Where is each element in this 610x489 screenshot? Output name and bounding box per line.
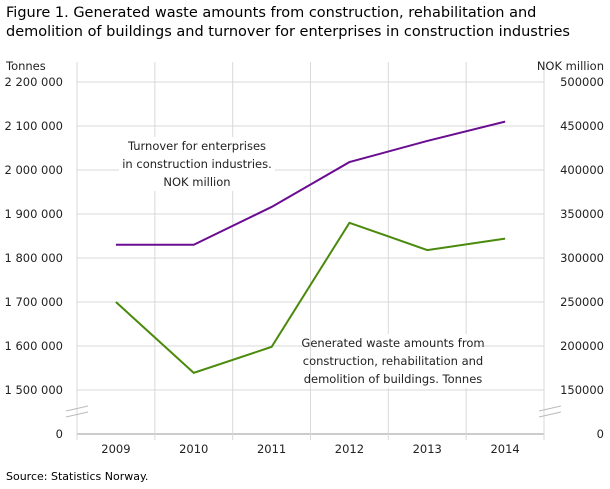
label-background (119, 173, 275, 191)
axis-break-mark (538, 405, 562, 412)
left-tick-label: 0 (56, 427, 63, 441)
series-label: NOK million (163, 175, 230, 189)
right-tick-label: 400000 (560, 163, 604, 177)
x-tick-label: 2011 (257, 442, 286, 456)
label-background (119, 155, 275, 173)
left-tick-label: 2 200 000 (4, 75, 63, 89)
left-tick-label: 2 000 000 (4, 163, 63, 177)
right-axis-label: NOK million (537, 59, 604, 73)
label-background (315, 352, 471, 370)
x-tick-label: 2013 (413, 442, 442, 456)
label-background (119, 137, 275, 155)
right-tick-label: 200000 (560, 339, 604, 353)
series-label: Generated waste amounts from (301, 336, 484, 350)
left-tick-label: 1 700 000 (4, 295, 63, 309)
axis-break-mark (65, 411, 89, 418)
series-line-1 (115, 221, 506, 374)
left-tick-label: 2 100 000 (4, 119, 63, 133)
right-tick-label: 250000 (560, 295, 604, 309)
left-axis-label: Tonnes (5, 59, 46, 73)
right-tick-label: 450000 (560, 119, 604, 133)
series-label: in construction industries. (122, 157, 272, 171)
left-tick-label: 1 600 000 (4, 339, 63, 353)
axis-break-mark (65, 405, 89, 412)
series-label: construction, rehabilitation and (303, 354, 483, 368)
series-label: Turnover for enterprises (127, 139, 266, 153)
source-note: Source: Statistics Norway. (6, 470, 149, 483)
label-background (315, 334, 471, 352)
label-background (315, 370, 471, 388)
x-tick-label: 2012 (335, 442, 364, 456)
x-tick-label: 2014 (490, 442, 519, 456)
right-tick-label: 500000 (560, 75, 604, 89)
x-tick-label: 2010 (179, 442, 208, 456)
series-line-0 (115, 120, 506, 246)
left-tick-label: 1 900 000 (4, 207, 63, 221)
x-tick-label: 2009 (101, 442, 130, 456)
left-tick-label: 1 800 000 (4, 251, 63, 265)
right-tick-label: 150000 (560, 383, 604, 397)
axis-break-mark (538, 411, 562, 418)
chart-title: Figure 1. Generated waste amounts from c… (6, 5, 570, 40)
right-tick-label: 300000 (560, 251, 604, 265)
series-label: demolition of buildings. Tonnes (304, 372, 483, 386)
right-tick-label: 0 (597, 427, 604, 441)
left-tick-label: 1 500 000 (4, 383, 63, 397)
right-tick-label: 350000 (560, 207, 604, 221)
